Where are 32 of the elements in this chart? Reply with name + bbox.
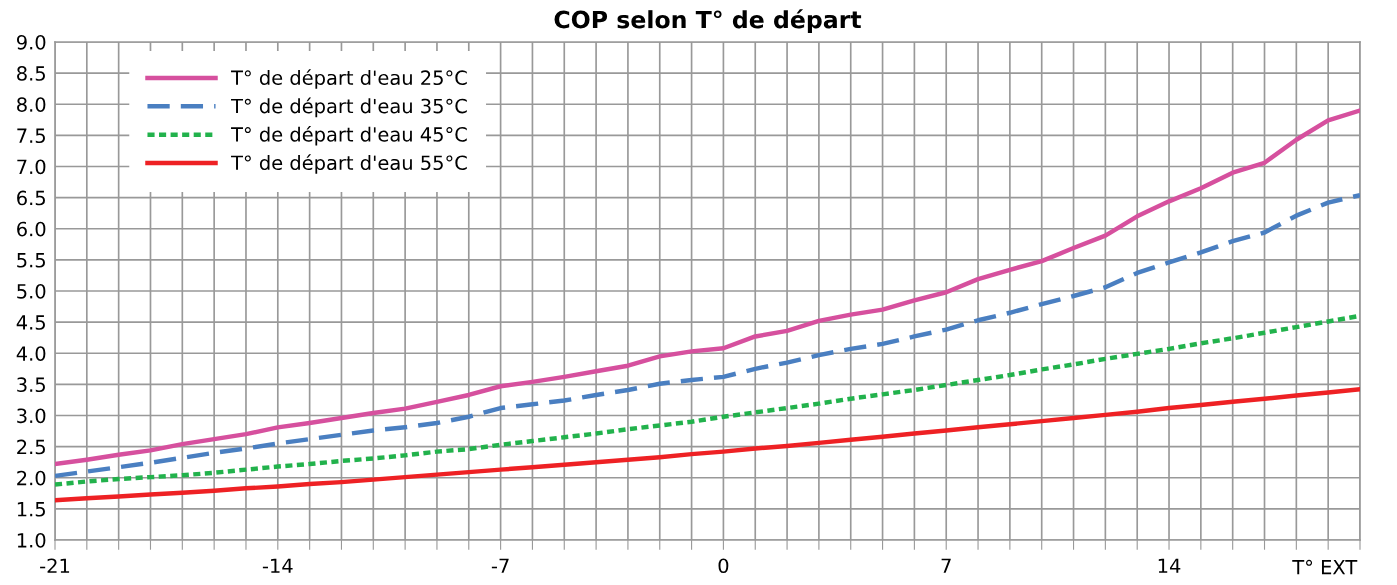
y-tick-label: 4.0 bbox=[16, 346, 46, 361]
line-series bbox=[55, 387, 1360, 503]
x-tick-label: 0 bbox=[718, 558, 729, 574]
y-tick-label: 2.0 bbox=[17, 470, 46, 486]
y-tick-label: 3.0 bbox=[17, 408, 46, 424]
y-tick-label: 2.5 bbox=[17, 439, 45, 455]
chart-title: COP selon T° de départ bbox=[554, 9, 862, 34]
y-tick-label: 5.5 bbox=[17, 253, 45, 268]
y-tick-label: 4.5 bbox=[16, 315, 45, 330]
legend-label: T° de départ d'eau 55°C bbox=[231, 154, 467, 174]
legend-label: T° de départ d'eau 45°C bbox=[231, 125, 467, 146]
line-series bbox=[55, 313, 1360, 487]
x-tick-label: 7 bbox=[941, 558, 951, 573]
y-tick-label: 6.5 bbox=[17, 190, 45, 206]
y-tick-label: 6.0 bbox=[17, 221, 46, 237]
y-tick-label: 7.0 bbox=[17, 159, 46, 175]
x-tick-label: 14 bbox=[1158, 558, 1181, 573]
y-tick-label: 5.0 bbox=[17, 283, 46, 299]
legend-label: T° de départ d'eau 35°C bbox=[231, 97, 467, 118]
y-tick-label: 1.0 bbox=[17, 532, 46, 548]
x-axis-title: T° EXT bbox=[1292, 559, 1358, 575]
y-tick-label: 9.0 bbox=[16, 34, 46, 50]
x-tick-label: -7 bbox=[491, 558, 509, 573]
legend-label: T° de départ d'eau 25°C bbox=[231, 69, 467, 89]
y-tick-label: 8.5 bbox=[17, 66, 45, 81]
y-tick-label: 7.5 bbox=[17, 128, 45, 144]
y-tick-label: 1.5 bbox=[17, 502, 45, 517]
x-tick-label: -14 bbox=[262, 558, 293, 573]
y-tick-label: 3.5 bbox=[17, 377, 45, 393]
line-series bbox=[55, 192, 1360, 479]
x-tick-label: -21 bbox=[40, 558, 70, 573]
y-tick-label: 8.0 bbox=[17, 97, 46, 112]
